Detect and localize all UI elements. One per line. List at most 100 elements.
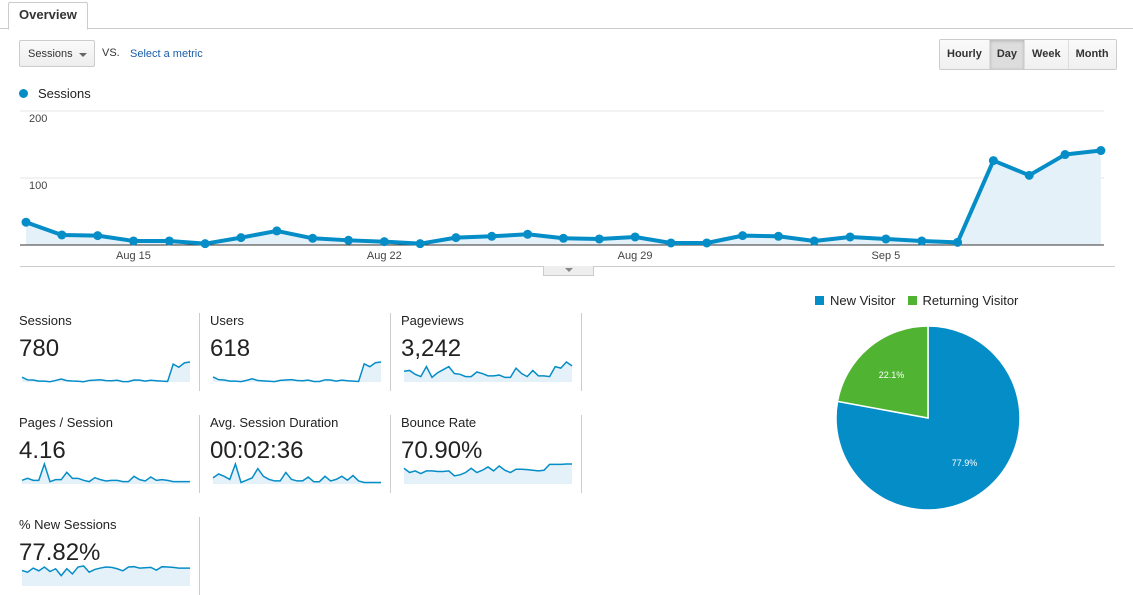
data-point-aug-15[interactable] [128,236,138,246]
metric-pageviews[interactable]: Pageviews 3,242 [401,313,582,391]
legend-swatch-icon [815,296,824,305]
x-tick-label: Aug 22 [367,250,402,262]
data-point-aug-13[interactable] [57,230,67,240]
x-tick-label: Sep 5 [872,250,901,262]
data-point-sep-1[interactable] [738,231,748,241]
data-point-sep-10[interactable] [1060,150,1070,160]
sparkline [21,461,190,484]
visitor-pie-chart: 77.9% 22.1% [835,325,1021,511]
metric-users[interactable]: Users 618 [210,313,391,391]
metric-label: % New Sessions [19,517,117,532]
data-point-aug-21[interactable] [343,235,353,245]
pie-slice-label: 77.9% [952,458,978,468]
sparkline [21,361,191,383]
data-point-aug-31[interactable] [702,238,712,248]
metric-value: 77.82% [19,539,101,566]
metric-pages-session[interactable]: Pages / Session 4.16 [19,415,200,493]
data-point-aug-28[interactable] [594,234,604,244]
legend-swatch-icon [907,296,917,305]
vs-label: VS. [102,47,120,59]
data-point-aug-17[interactable] [200,239,210,249]
data-point-aug-12[interactable] [21,217,31,227]
metric-dropdown-label: Sessions [28,48,73,60]
sparkline-line [403,463,572,477]
month-button[interactable]: Month [1067,40,1116,69]
tab-overview[interactable]: Overview [8,2,88,30]
data-point-sep-8[interactable] [988,156,998,166]
hourly-button[interactable]: Hourly [940,40,989,69]
sparkline-area [22,362,190,382]
select-metric-link[interactable]: Select a metric [130,48,203,60]
sparkline [403,463,572,484]
sparkline [21,565,190,586]
metric-label: Users [210,313,244,328]
metric-label: Bounce Rate [401,415,477,430]
sparkline-line [212,361,382,383]
metric-value: 70.90% [401,437,483,464]
metric-sessions[interactable]: Sessions 780 [19,313,200,391]
x-tick-label: Aug 29 [618,250,653,262]
legend-returning-visitor: Returning Visitor [907,293,1018,308]
data-point-aug-19[interactable] [272,226,282,236]
metric-value: 00:02:36 [210,437,304,464]
sparkline [212,461,381,484]
tab-bar [0,0,1133,29]
data-point-aug-26[interactable] [523,229,533,239]
metric-value: 3,242 [401,335,462,362]
legend-label: Sessions [38,86,91,101]
data-point-aug-16[interactable] [164,236,174,246]
data-point-sep-2[interactable] [773,231,783,241]
data-point-sep-5[interactable] [881,234,891,244]
sparkline [212,361,382,383]
sessions-line [25,148,1102,246]
pie-slice-returning-visitor[interactable] [836,325,929,419]
legend-new-visitor: New Visitor [815,293,896,308]
pie-legend: New Visitor Returning Visitor [815,293,1018,308]
legend-label: New Visitor [830,293,896,308]
data-point-aug-25[interactable] [487,231,497,241]
data-point-aug-30[interactable] [666,238,676,248]
x-tick-label: Aug 15 [116,250,151,262]
sparkline-line [403,361,573,379]
pie-slice-new-visitor[interactable] [835,325,1021,511]
metric-avg-session-duration[interactable]: Avg. Session Duration 00:02:36 [210,415,391,493]
data-point-aug-27[interactable] [558,233,568,243]
data-point-sep-3[interactable] [809,236,819,246]
data-point-aug-14[interactable] [93,231,103,241]
data-point-aug-29[interactable] [630,232,640,242]
granularity-buttons: Hourly Day Week Month [939,39,1117,70]
y-tick-100: 100 [29,180,47,192]
metric-label: Sessions [19,313,72,328]
day-button[interactable]: Day [988,40,1025,69]
metric-new-sessions[interactable]: % New Sessions 77.82% [19,517,200,595]
data-point-sep-4[interactable] [845,232,855,242]
metric-value: 780 [19,335,60,362]
metric-bounce-rate[interactable]: Bounce Rate 70.90% [401,415,582,493]
expand-chart-handle[interactable] [543,266,594,276]
week-button[interactable]: Week [1024,40,1068,69]
metric-label: Pages / Session [19,415,113,430]
sparkline-area [404,362,572,382]
pie-slice-label: 22.1% [879,370,905,380]
sparkline [403,361,573,382]
data-point-sep-6[interactable] [917,236,927,246]
sparkline-area [404,464,572,484]
data-point-aug-23[interactable] [415,239,425,249]
sessions-line-chart: 200 100 Aug 15 Aug 22 Aug 29 Sep 5 [20,110,1106,262]
data-point-aug-18[interactable] [236,233,246,243]
metric-label: Pageviews [401,313,464,328]
sparkline-line [21,461,190,483]
sessions-area [26,150,1101,245]
sparkline-area [213,362,381,382]
data-point-sep-7[interactable] [953,237,963,247]
data-point-sep-11[interactable] [1096,146,1106,156]
chart-legend: Sessions [19,86,91,101]
data-point-aug-24[interactable] [451,233,461,243]
data-point-sep-9[interactable] [1024,170,1034,180]
data-point-aug-22[interactable] [379,237,389,247]
sparkline-line [21,565,190,577]
metric-dropdown[interactable]: Sessions [19,40,95,67]
data-point-aug-20[interactable] [308,233,318,243]
sparkline-area [213,464,381,484]
sparkline-line [212,461,381,484]
